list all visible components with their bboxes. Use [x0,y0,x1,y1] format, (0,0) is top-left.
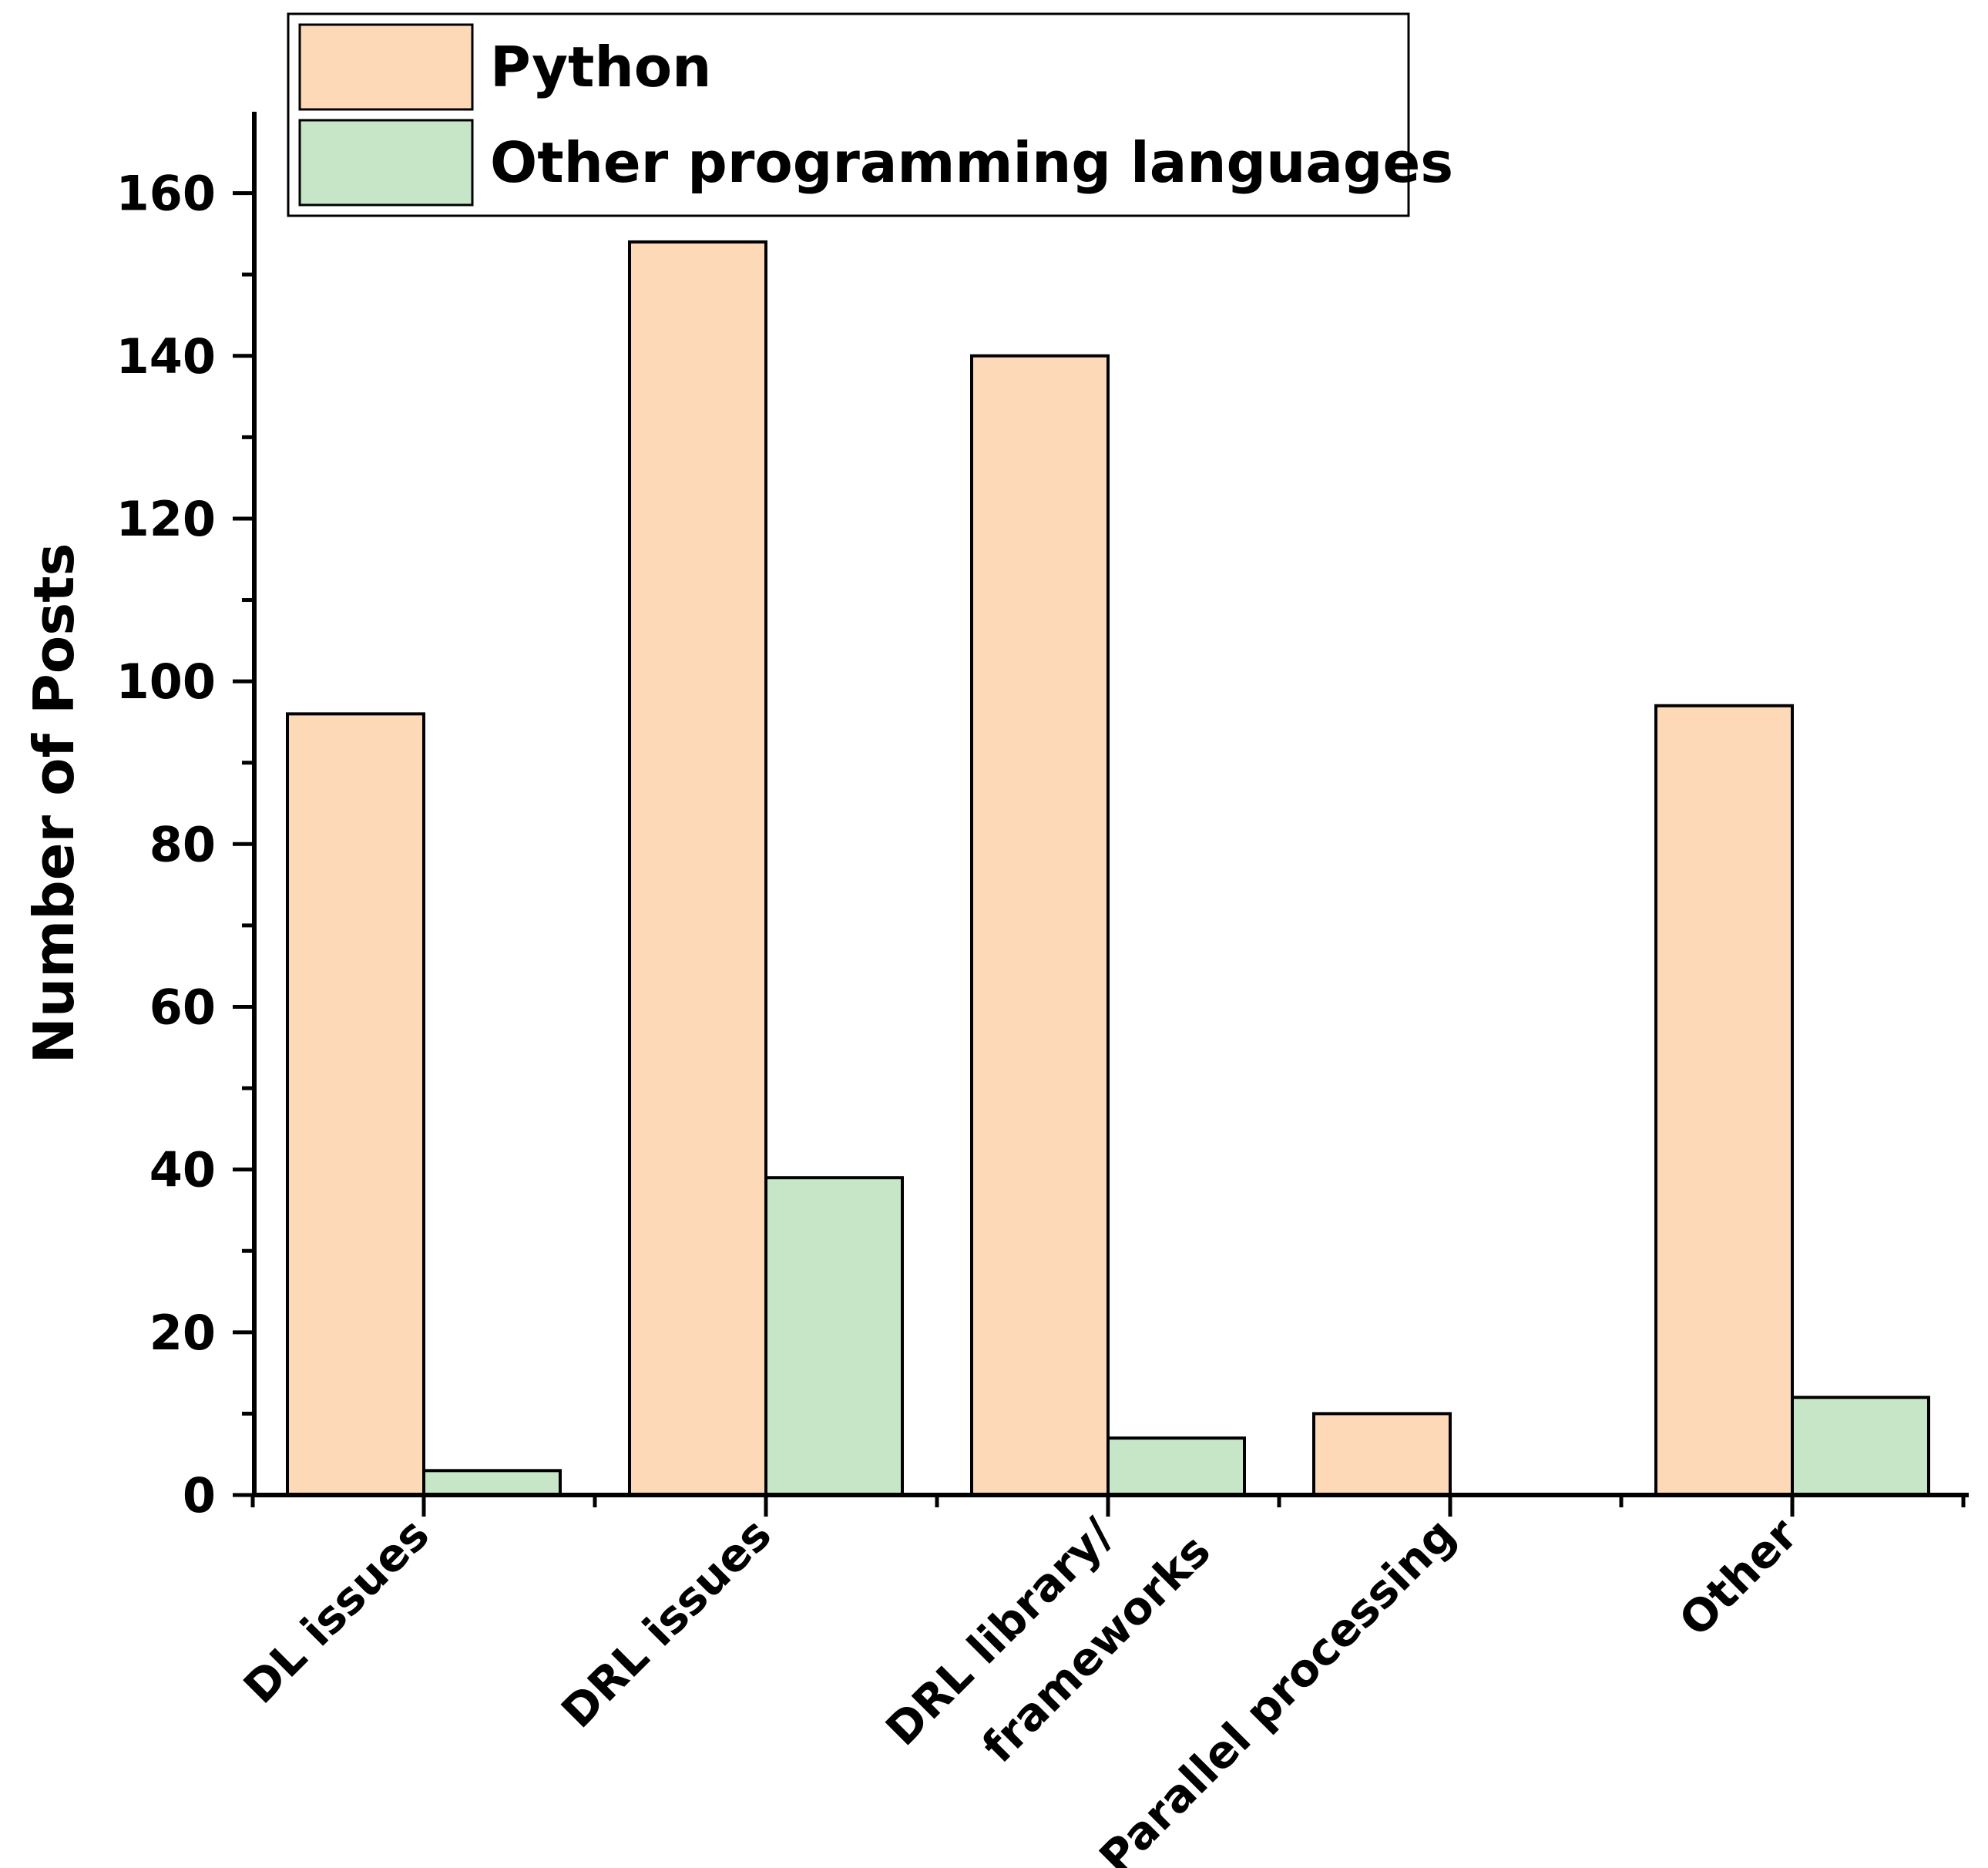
bar-python [1312,1412,1452,1497]
y-tick-label: 20 [149,1305,216,1361]
bar-other-languages [422,1469,562,1497]
bar-python [628,240,767,1497]
x-tick-label-line: DL issues [233,1508,439,1714]
legend-label: Other programming languages [490,130,1453,195]
x-tick-label: DL issues [233,1508,439,1714]
x-tick-label-line: DRL issues [551,1508,781,1738]
bar-python [1654,704,1794,1497]
bar-python [286,712,425,1497]
y-tick-label: 140 [116,328,216,385]
y-tick-label: 60 [149,979,216,1035]
x-tick-label-line: Other [1669,1508,1808,1647]
x-tick-label: DRL issues [551,1508,781,1738]
y-tick-label: 40 [149,1142,216,1198]
legend-label: Python [490,35,711,99]
x-ticks-group: DL issues DRL issues DRL library/framework… [233,1467,1966,1868]
x-tick-label: Other [1669,1508,1808,1647]
y-ticks-group: 0 20 40 60 80 100 120 140 160 [116,166,254,1524]
y-tick-label: 80 [149,816,216,872]
x-tick-label: DRL library/frameworks [875,1467,1220,1812]
bars-group [286,240,1930,1497]
y-tick-label: 160 [116,166,216,222]
y-tick-label: 120 [116,491,216,547]
legend-swatch [298,119,474,207]
bar-python [970,354,1110,1497]
y-tick-label: 100 [116,653,216,710]
legend-frame [287,12,1410,217]
bar-other-languages [1791,1396,1930,1497]
y-axis-title: Number of Posts [22,543,86,1064]
bar-other-languages [1106,1436,1246,1497]
axes-group [252,112,1969,1497]
legend: Python Other programming languages [287,12,1453,217]
bar-other-languages [764,1176,904,1497]
y-tick-label: 0 [183,1467,216,1524]
legend-swatch [298,23,474,111]
